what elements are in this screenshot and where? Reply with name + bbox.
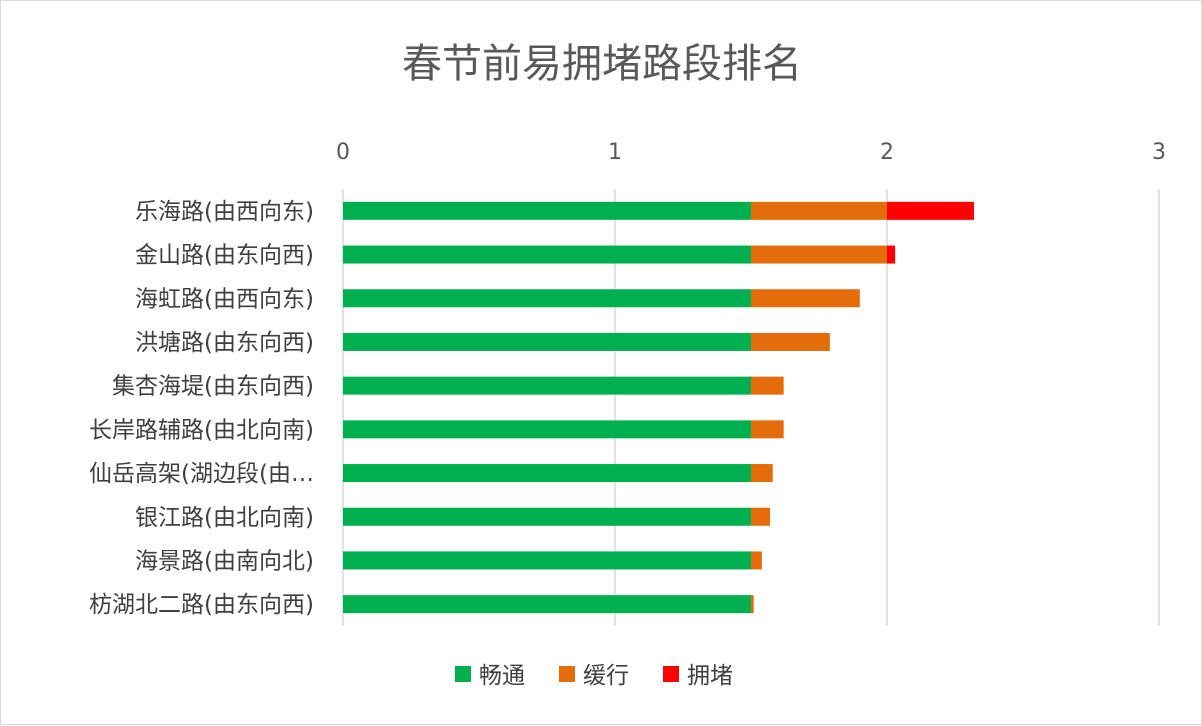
bar-拥堵-0 [887, 201, 975, 220]
category-label-9: 枋湖北二路(由东向西) [89, 592, 314, 618]
bar-畅通-0 [343, 201, 751, 220]
bar-缓行-0 [751, 201, 887, 220]
bar-缓行-2 [751, 289, 860, 308]
x-tick-label-0: 0 [336, 140, 350, 165]
x-tick-label-1: 1 [608, 140, 622, 165]
bar-畅通-8 [343, 551, 751, 570]
category-label-7: 银江路(由北向南) [135, 505, 314, 531]
bar-畅通-6 [343, 464, 751, 483]
bar-畅通-4 [343, 376, 751, 395]
legend-label-2: 拥堵 [687, 663, 733, 689]
legend: 畅通 缓行 拥堵 [455, 663, 733, 689]
chart-title: 春节前易拥堵路段排名 [402, 41, 802, 87]
bar-畅通-9 [343, 595, 751, 614]
legend-label-1: 缓行 [583, 663, 629, 689]
bar-缓行-5 [751, 420, 784, 439]
bar-缓行-4 [751, 376, 784, 395]
x-tick-label-3: 3 [1152, 140, 1166, 165]
bar-缓行-9 [751, 595, 754, 614]
x-tick-label-2: 2 [880, 140, 894, 165]
legend-swatch-0 [455, 666, 471, 682]
category-label-8: 海景路(由南向北) [135, 548, 314, 574]
category-label-2: 海虹路(由西向东) [135, 286, 314, 312]
legend-swatch-2 [663, 666, 679, 682]
bar-缓行-3 [751, 332, 830, 351]
bar-缓行-1 [751, 245, 887, 264]
legend-swatch-1 [559, 666, 575, 682]
category-label-6: 仙岳高架(湖边段(由… [89, 461, 314, 487]
bar-畅通-3 [343, 332, 751, 351]
x-axis-tick-labels: 0 1 2 3 [336, 140, 1166, 165]
bar-缓行-8 [751, 551, 762, 570]
bar-缓行-7 [751, 507, 771, 526]
bar-畅通-2 [343, 289, 751, 308]
bar-拥堵-1 [887, 245, 896, 264]
category-label-5: 长岸路辅路(由北向南) [89, 417, 314, 443]
category-label-0: 乐海路(由西向东) [135, 199, 314, 225]
category-labels: 乐海路(由西向东) 金山路(由东向西) 海虹路(由西向东) 洪塘路(由东向西) 集杏海堤… [89, 199, 314, 618]
category-label-1: 金山路(由东向西) [135, 243, 314, 269]
legend-label-0: 畅通 [479, 663, 525, 689]
bar-缓行-6 [751, 464, 773, 483]
bar-畅通-1 [343, 245, 751, 264]
category-label-4: 集杏海堤(由东向西) [112, 374, 314, 400]
bar-segments [343, 201, 975, 614]
category-label-3: 洪塘路(由东向西) [135, 330, 314, 356]
bar-畅通-7 [343, 507, 751, 526]
bar-畅通-5 [343, 420, 751, 439]
